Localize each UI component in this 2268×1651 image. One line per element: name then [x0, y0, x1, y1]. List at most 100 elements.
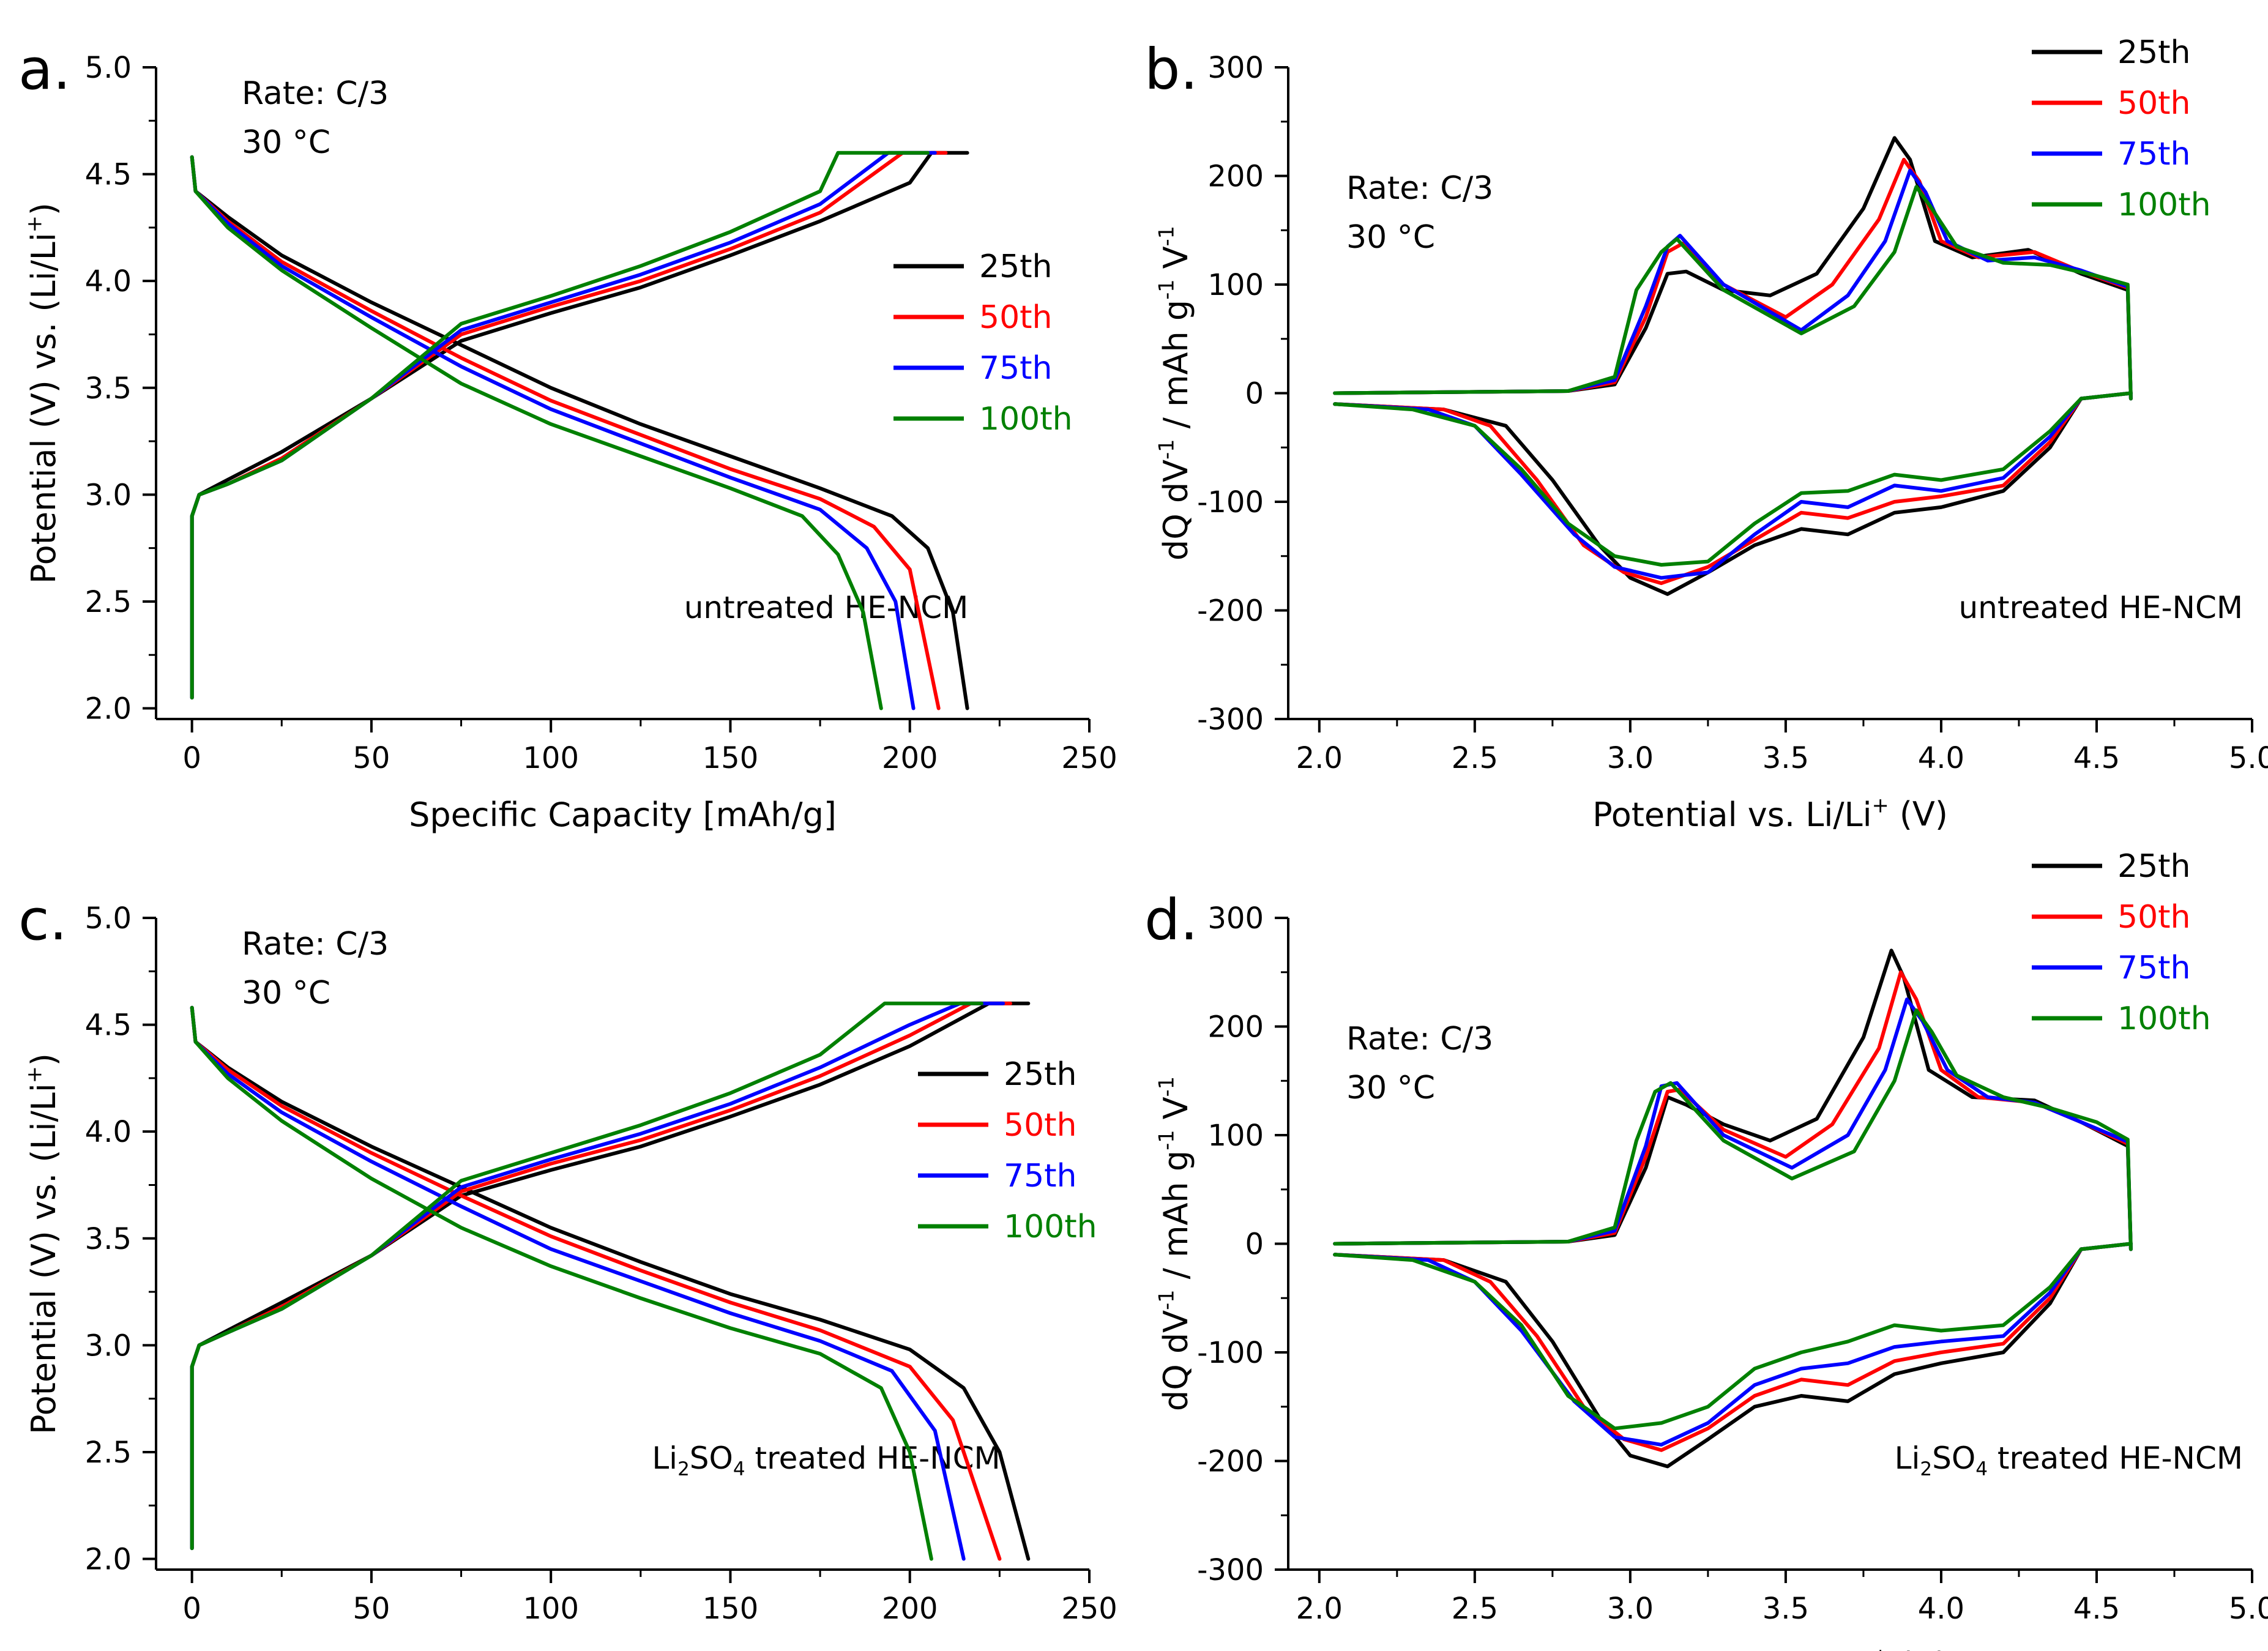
x-tick-label: 3.5: [1763, 1592, 1809, 1626]
y-tick-label: 3.0: [85, 1329, 132, 1363]
plot-area: [190, 151, 969, 710]
x-tick-label: 200: [882, 741, 938, 775]
x-tick-label: 4.5: [2073, 741, 2120, 775]
legend-label-25th: 25th: [2117, 34, 2191, 71]
x-tick-label: 5.0: [2229, 1592, 2268, 1626]
legend-label-100th: 100th: [1004, 1209, 1097, 1245]
y-tick-label: 300: [1207, 51, 1264, 85]
series-100th-discharge-line: [190, 155, 883, 710]
y-tick-label: 100: [1207, 1119, 1264, 1153]
y-tick-label: 100: [1207, 268, 1264, 302]
x-tick-label: 4.5: [2073, 1592, 2120, 1626]
plot-area: [190, 1001, 1031, 1561]
legend-label-75th: 75th: [2117, 136, 2191, 173]
legend: 25th 50th 75th 100th: [918, 1056, 1097, 1245]
y-tick-label: 3.0: [85, 478, 132, 512]
sample-label: untreated HE-NCM: [684, 590, 969, 625]
y-tick-label: 3.5: [85, 371, 132, 406]
y-tick-label: 2.5: [85, 1436, 132, 1470]
x-tick-label: 3.5: [1763, 741, 1809, 775]
y-tick-label: -300: [1197, 703, 1264, 737]
legend: 25th 50th 75th 100th: [2032, 848, 2211, 1037]
legend: 25th 50th 75th 100th: [893, 248, 1073, 438]
x-tick-label: 100: [523, 741, 579, 775]
rate-annotation: Rate: C/3: [242, 75, 389, 112]
y-tick-label: -200: [1197, 594, 1264, 628]
y-tick-label: 4.0: [85, 264, 132, 299]
legend-label-50th: 50th: [2117, 899, 2191, 936]
legend-label-25th: 25th: [2117, 848, 2191, 885]
series-100th-charge-line: [190, 1001, 983, 1551]
legend-label-75th: 75th: [979, 350, 1053, 387]
panel-a: a. 2.0 2.5 3.0 3.5 4.0 4.5 5.0 0 50 100 150 200 250 Sp…: [18, 37, 1117, 834]
legend-label-25th: 25th: [979, 248, 1053, 285]
series-100th-discharge-line: [1333, 391, 2133, 567]
y-tick-label: 4.5: [85, 1008, 132, 1043]
rate-annotation: Rate: C/3: [1346, 170, 1493, 207]
y-tick-label: 5.0: [85, 51, 132, 85]
legend-label-75th: 75th: [1004, 1158, 1077, 1194]
x-tick-label: 4.0: [1918, 741, 1964, 775]
plot-area: [1333, 136, 2133, 596]
series-50th-discharge-line: [1333, 1242, 2133, 1452]
x-tick-label: 4.0: [1918, 1592, 1964, 1626]
legend-label-100th: 100th: [979, 401, 1073, 438]
y-tick-label: 4.5: [85, 158, 132, 192]
series-100th-charge-line: [190, 151, 930, 700]
y-axis-title: Potential (V) vs. (Li/Li+): [22, 203, 63, 584]
series-25th-discharge-line: [1333, 391, 2133, 596]
temperature-annotation: 30 °C: [1346, 1070, 1435, 1106]
series-50th-charge-line: [1333, 970, 2133, 1251]
series-75th-discharge-line: [1333, 1242, 2133, 1447]
sample-label: Li2SO4 treated HE-NCM: [1895, 1440, 2243, 1480]
y-tick-label: -200: [1197, 1445, 1264, 1479]
x-tick-label: 0: [182, 1592, 201, 1626]
panel-label: c.: [18, 887, 67, 953]
y-axis-title: dQ dV-1 / mAh g-1 V-1: [1154, 226, 1195, 561]
x-tick-label: 2.5: [1452, 741, 1498, 775]
x-axis-title: Potential vs. Li/Li+ (V): [1592, 1644, 1948, 1651]
y-axis-title: dQ dV-1 / mAh g-1 V-1: [1154, 1076, 1195, 1411]
x-tick-label: 150: [703, 1592, 759, 1626]
y-axis-title: Potential (V) vs. (Li/Li+): [22, 1053, 63, 1434]
legend-label-50th: 50th: [979, 299, 1053, 336]
x-tick-label: 3.0: [1607, 1592, 1654, 1626]
series-75th-discharge-line: [1333, 391, 2133, 580]
x-tick-label: 250: [1061, 1592, 1117, 1626]
legend-label-75th: 75th: [2117, 950, 2191, 986]
series-100th-discharge-line: [1333, 1242, 2133, 1431]
panel-d: d. -300 -200 -100 0 100 200 300 2.0 2.5 3.0 3.5 4.0 4…: [1144, 848, 2268, 1651]
x-tick-label: 5.0: [2229, 741, 2268, 775]
x-tick-label: 50: [353, 741, 390, 775]
x-axis-title: Potential vs. Li/Li+ (V): [1592, 793, 1948, 834]
panel-b: b. -300 -200 -100 0 100 200 300 2.0 2.5 3.0 3.5 4.0 4…: [1144, 34, 2268, 834]
x-tick-label: 2.0: [1296, 1592, 1343, 1626]
plot-area: [1333, 948, 2133, 1469]
x-tick-label: 2.5: [1452, 1592, 1498, 1626]
x-tick-label: 2.0: [1296, 741, 1343, 775]
series-50th-discharge-line: [190, 1005, 1002, 1561]
sample-label: untreated HE-NCM: [1958, 590, 2243, 625]
legend-label-100th: 100th: [2117, 1001, 2211, 1037]
x-tick-label: 100: [523, 1592, 579, 1626]
panel-label: a.: [18, 37, 71, 102]
panel-label: d.: [1144, 887, 1198, 953]
sample-label: Li2SO4 treated HE-NCM: [652, 1440, 1000, 1480]
series-50th-charge-line: [1333, 157, 2133, 401]
panel-c: c. 2.0 2.5 3.0 3.5 4.0 4.5 5.0 0 50 100 150 200 250 Sp…: [18, 887, 1117, 1651]
series-25th-discharge-line: [190, 155, 969, 710]
series-100th-discharge-line: [190, 1005, 933, 1561]
y-tick-label: 2.5: [85, 585, 132, 619]
y-tick-label: 5.0: [85, 901, 132, 936]
y-tick-label: 0: [1245, 377, 1264, 411]
y-tick-label: 4.0: [85, 1115, 132, 1149]
legend-label-50th: 50th: [2117, 85, 2191, 122]
legend-label-50th: 50th: [1004, 1107, 1077, 1144]
x-tick-label: 250: [1061, 741, 1117, 775]
y-tick-label: 2.0: [85, 692, 132, 726]
legend-label-25th: 25th: [1004, 1056, 1077, 1093]
x-axis-title: Specific Capacity [mAh/g]: [409, 1646, 837, 1651]
series-75th-discharge-line: [190, 155, 916, 710]
y-tick-label: -300: [1197, 1553, 1264, 1587]
